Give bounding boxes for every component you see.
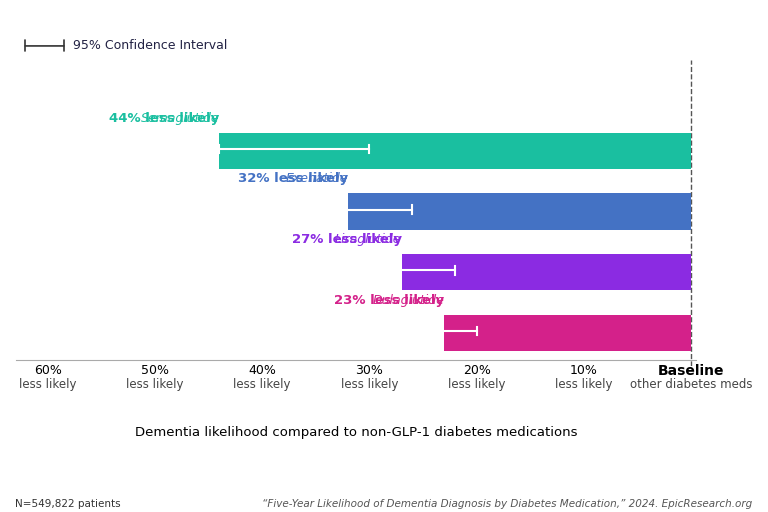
Text: less likely: less likely	[341, 378, 398, 391]
Bar	[220, 133, 691, 169]
Text: 32% less likely: 32% less likely	[238, 157, 348, 185]
Text: 50%: 50%	[141, 365, 169, 377]
Text: Semaglutide: Semaglutide	[141, 112, 220, 124]
Text: less likely: less likely	[233, 378, 291, 391]
Text: Dulaglutide: Dulaglutide	[372, 294, 445, 307]
Text: “Five-Year Likelihood of Dementia Diagnosis by Diabetes Medication,” 2024. EpicR: “Five-Year Likelihood of Dementia Diagno…	[263, 499, 753, 509]
Text: less likely: less likely	[555, 378, 613, 391]
Text: 44% less likely: 44% less likely	[109, 97, 220, 124]
Text: 30%: 30%	[356, 365, 383, 377]
Text: 10%: 10%	[570, 365, 598, 377]
Bar	[348, 193, 691, 229]
Text: 27% less likely: 27% less likely	[292, 218, 402, 246]
Text: Exenatide: Exenatide	[286, 173, 348, 185]
Text: N=549,822 patients: N=549,822 patients	[15, 499, 121, 509]
Text: 40%: 40%	[248, 365, 276, 377]
Text: Liraglutide: Liraglutide	[335, 233, 402, 246]
Text: Dementia likelihood compared to non-GLP-1 diabetes medications: Dementia likelihood compared to non-GLP-…	[134, 426, 578, 439]
Text: 60%: 60%	[34, 365, 61, 377]
Bar	[445, 314, 691, 351]
Text: less likely: less likely	[448, 378, 505, 391]
Text: Baseline: Baseline	[658, 365, 724, 378]
Text: 20%: 20%	[462, 365, 491, 377]
Text: 95% Confidence Interval: 95% Confidence Interval	[74, 39, 228, 52]
Text: other diabetes meds: other diabetes meds	[630, 378, 753, 391]
Text: 23% less likely: 23% less likely	[334, 279, 445, 307]
Text: less likely: less likely	[19, 378, 77, 391]
Bar	[402, 254, 691, 290]
Text: less likely: less likely	[126, 378, 184, 391]
